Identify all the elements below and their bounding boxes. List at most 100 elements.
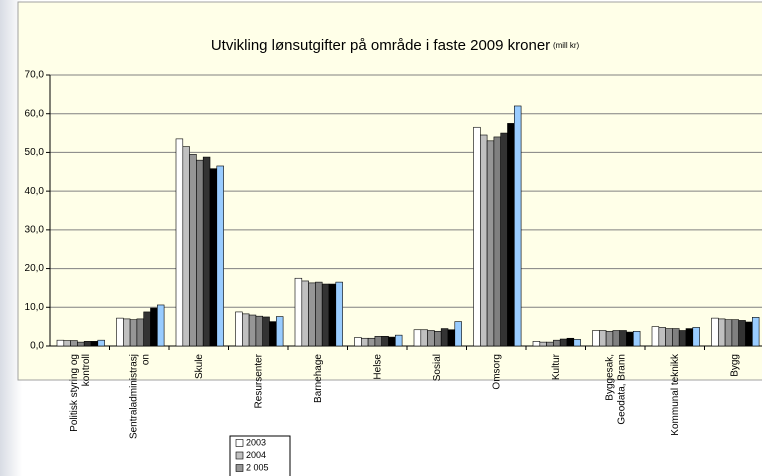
bar — [354, 337, 362, 347]
bar — [189, 154, 197, 347]
bar — [692, 327, 700, 347]
legend-swatch — [235, 464, 244, 472]
bar — [626, 331, 634, 347]
bar — [262, 316, 270, 347]
bar — [427, 330, 435, 347]
y-tick-label: 10,0 — [25, 302, 45, 313]
bar — [731, 319, 740, 347]
bar — [434, 330, 442, 347]
bar — [321, 283, 330, 347]
chart-title: Utvikling lønsutgifter på område i faste… — [211, 37, 580, 54]
x-tick-label: Skule — [193, 354, 204, 379]
bar — [157, 304, 165, 347]
legend-swatch — [235, 451, 244, 460]
y-tick-label: 0,0 — [30, 341, 44, 352]
bar — [559, 338, 568, 347]
bar — [672, 328, 680, 347]
bar — [493, 136, 501, 347]
bar — [248, 314, 257, 347]
legend-label: 2004 — [246, 450, 266, 460]
bar — [724, 319, 733, 347]
bar — [269, 321, 277, 347]
bar — [678, 330, 687, 347]
bar — [738, 320, 746, 347]
x-tick-label: Resursenter — [253, 353, 264, 408]
y-tick-label: 20,0 — [25, 263, 45, 274]
bar — [553, 339, 561, 347]
bar — [566, 337, 575, 347]
bar — [573, 339, 581, 347]
bar — [454, 321, 462, 347]
bar — [539, 341, 547, 347]
bar — [175, 138, 184, 347]
bar — [216, 165, 224, 347]
legend-label: 2003 — [246, 437, 266, 447]
bar — [665, 328, 673, 347]
bar — [150, 307, 158, 347]
bar — [388, 336, 396, 347]
bar — [328, 283, 337, 347]
x-tick-label: Bygg — [729, 354, 740, 377]
x-tick-label: Kultur — [550, 353, 561, 380]
bar — [619, 330, 627, 347]
subtitle: (mill kr) — [553, 41, 580, 50]
bar — [513, 105, 522, 347]
bar — [500, 132, 508, 347]
bar — [711, 317, 719, 347]
bar — [381, 336, 389, 347]
bar — [473, 126, 481, 347]
bar — [90, 341, 99, 347]
bar — [745, 321, 753, 347]
legend-swatch — [235, 439, 244, 447]
bar — [532, 341, 541, 347]
x-tick-label: Barnehage — [312, 354, 323, 403]
side-strip — [0, 0, 22, 476]
bar — [294, 277, 303, 347]
bar — [136, 318, 144, 347]
x-tick-label: Politisk styring ogkontroll — [68, 354, 91, 432]
bar — [651, 326, 660, 347]
bar — [56, 339, 65, 347]
bar — [235, 311, 243, 347]
bar — [335, 281, 343, 347]
x-tick-label: Helse — [372, 354, 383, 380]
bar — [97, 339, 105, 347]
bar — [275, 316, 284, 347]
bar — [420, 329, 428, 347]
bar — [301, 280, 309, 347]
x-tick-label: Omsorg — [491, 354, 502, 390]
y-tick-label: 70,0 — [25, 70, 45, 81]
bar — [63, 340, 71, 347]
y-tick-label: 50,0 — [25, 147, 45, 158]
y-tick-label: 40,0 — [25, 186, 45, 197]
bar — [632, 330, 641, 347]
bar — [374, 336, 382, 347]
bar — [143, 311, 151, 347]
bar — [605, 330, 614, 347]
bar — [612, 330, 621, 347]
bar — [751, 317, 760, 347]
y-tick-label: 30,0 — [25, 224, 45, 235]
bar — [123, 318, 131, 347]
bar — [77, 341, 85, 347]
bar — [479, 134, 488, 347]
bar — [182, 146, 190, 347]
bar — [367, 337, 376, 347]
bar — [598, 330, 607, 347]
legend-label: 2 005 — [246, 462, 269, 472]
bar — [413, 329, 422, 347]
bar — [717, 318, 726, 347]
bar — [658, 327, 666, 347]
bar — [486, 140, 495, 347]
bar — [315, 281, 323, 347]
bar — [83, 341, 92, 347]
x-tick-label: Sentraladministrasjon — [128, 354, 151, 439]
x-tick-label: Sosial — [431, 354, 442, 381]
bar — [129, 319, 138, 347]
bar — [447, 329, 456, 347]
bar — [360, 337, 369, 347]
bar — [440, 328, 449, 347]
bar — [507, 123, 515, 347]
